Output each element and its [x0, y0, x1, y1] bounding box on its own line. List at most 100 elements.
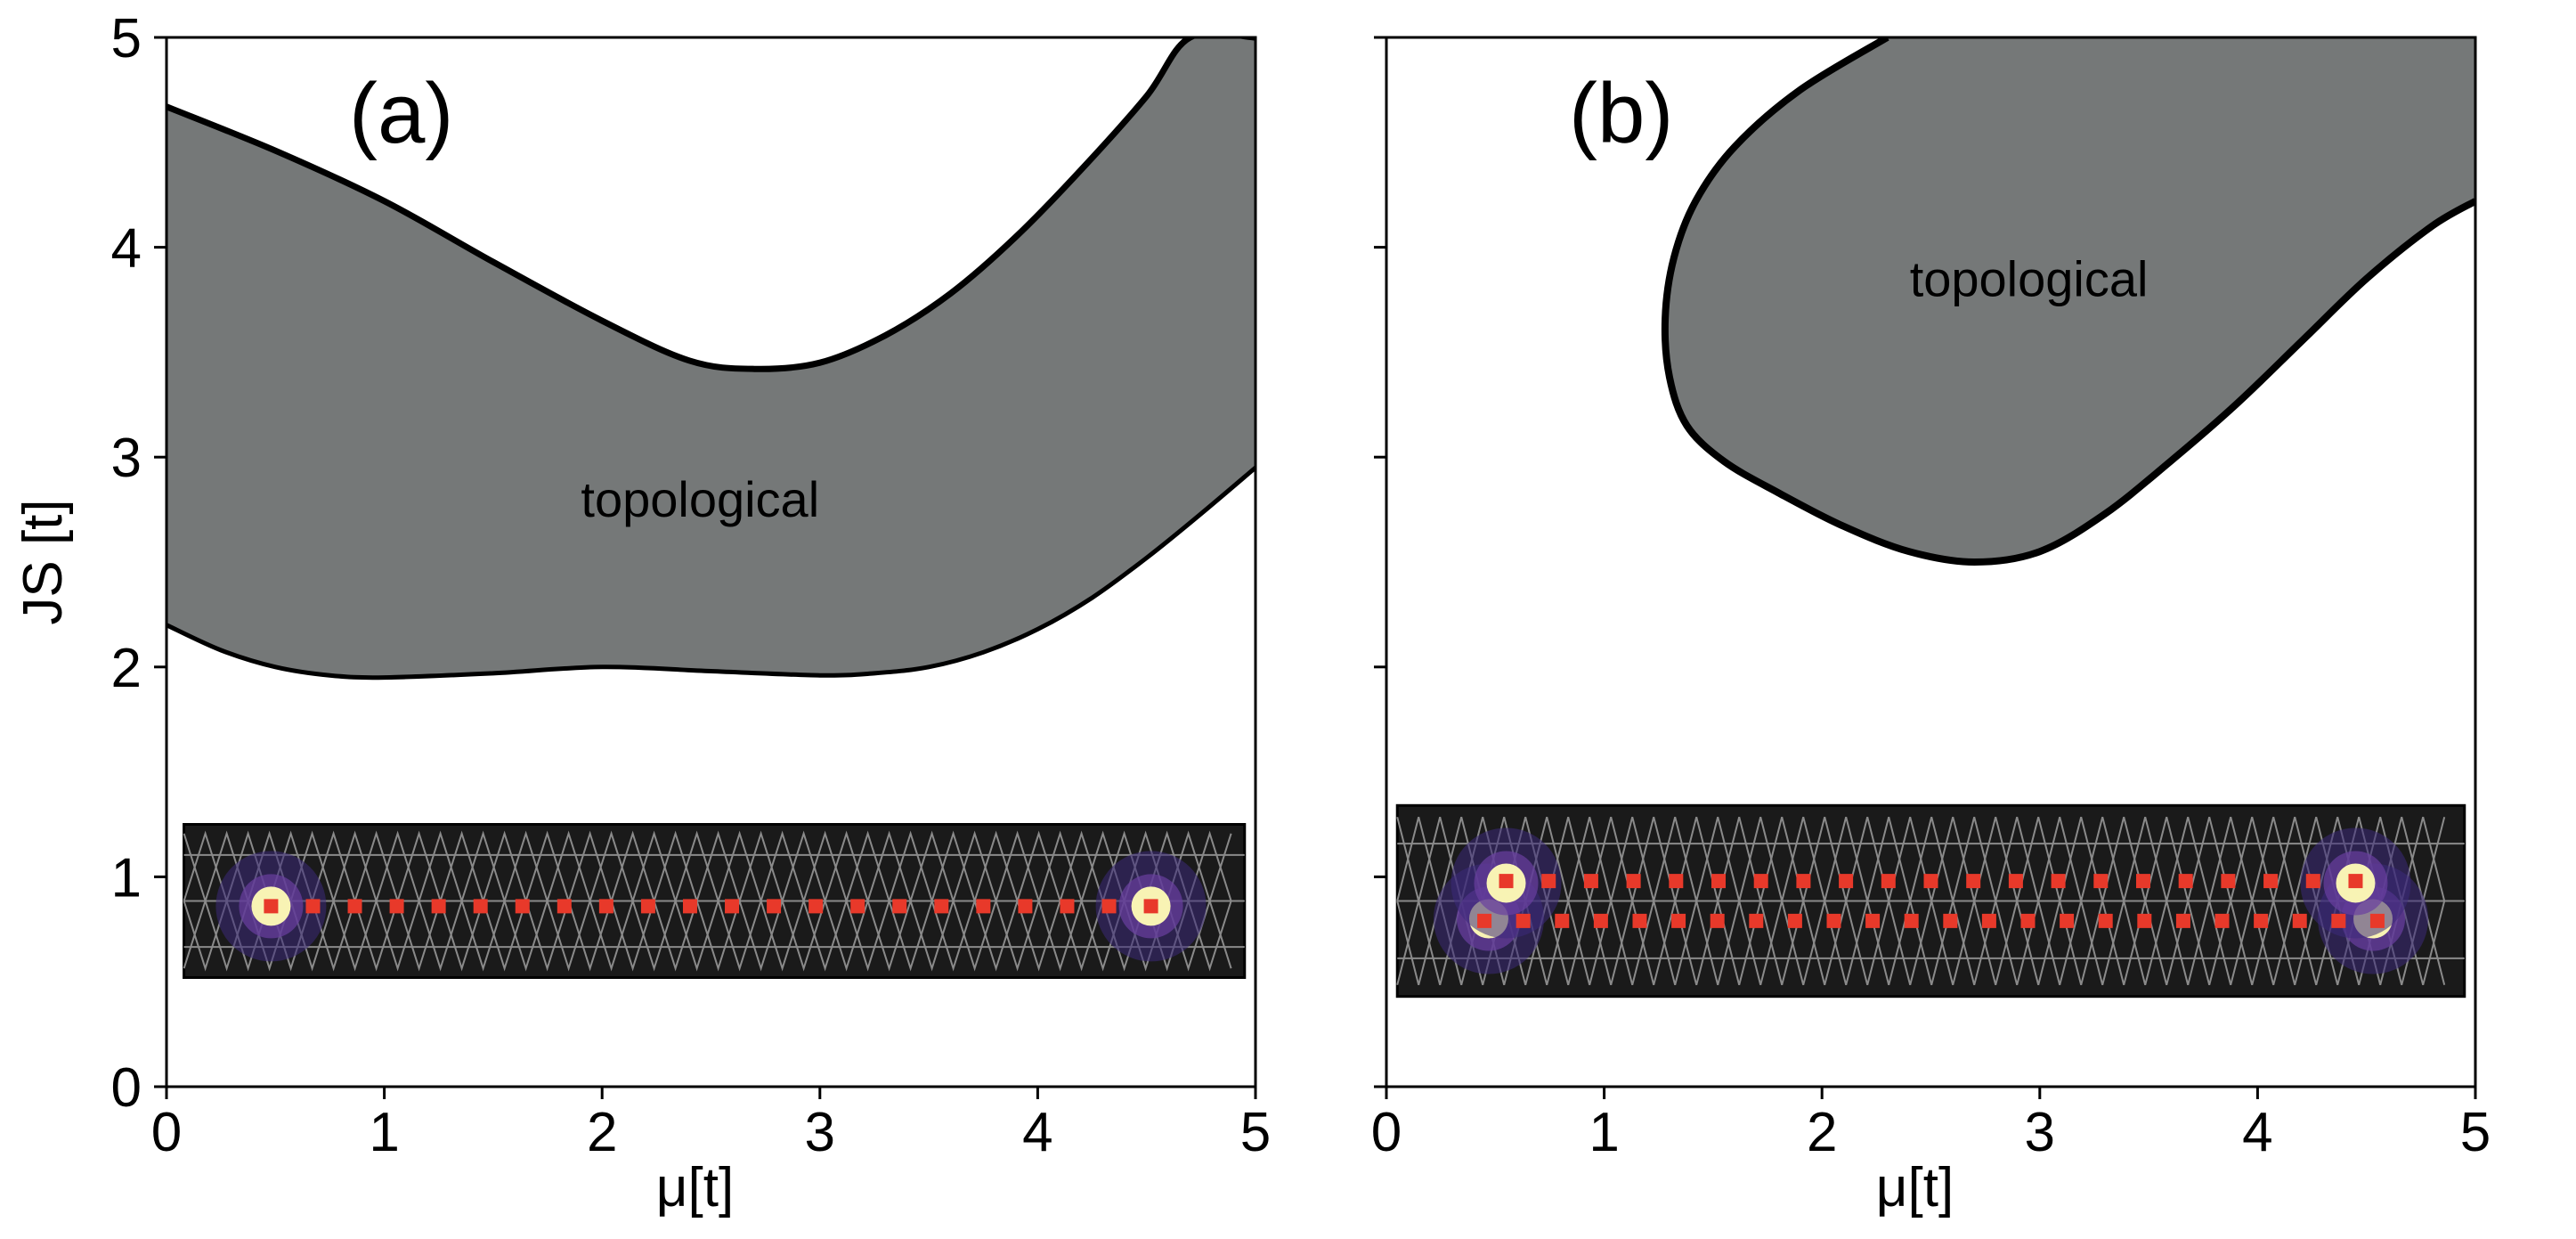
- chain-site: [2008, 874, 2023, 889]
- chain-site: [1943, 913, 1958, 928]
- lattice-inset: [1395, 803, 2466, 999]
- plot-area: [1395, 37, 2475, 999]
- chain-site: [850, 899, 865, 914]
- x-tick-label: 2: [587, 1102, 617, 1163]
- chain-site: [1060, 899, 1075, 914]
- chain-site: [809, 899, 824, 914]
- lattice-zigzag: [1396, 901, 2446, 986]
- lattice-zigzag: [183, 898, 1232, 972]
- chain-site: [1753, 874, 1768, 889]
- chain-site: [2137, 913, 2152, 928]
- chain-site: [389, 899, 404, 914]
- chain-site: [1541, 874, 1556, 889]
- panel-label: (a): [349, 66, 453, 161]
- chain-site: [557, 899, 572, 914]
- chain-site: [2178, 874, 2193, 889]
- phase-boundary: [1661, 37, 2475, 567]
- chain-site: [347, 899, 362, 914]
- x-tick-label: 1: [369, 1102, 399, 1163]
- chain-site: [264, 899, 279, 914]
- chain-site: [934, 899, 949, 914]
- chain-site: [640, 899, 655, 914]
- chain-site: [976, 899, 991, 914]
- chain-site: [2098, 913, 2113, 928]
- y-tick-label: 3: [111, 428, 142, 489]
- chain-site: [1583, 874, 1598, 889]
- y-tick-label: 4: [111, 218, 142, 280]
- chain-site: [1626, 874, 1641, 889]
- chain-site: [1018, 899, 1033, 914]
- chain-site: [1516, 913, 1531, 928]
- x-tick-label: 5: [2460, 1102, 2491, 1163]
- chain-site: [1749, 913, 1764, 928]
- chain-site: [1787, 913, 1802, 928]
- chain-site: [2020, 913, 2036, 928]
- lattice-zigzag: [1396, 816, 2446, 901]
- x-tick-label: 4: [1022, 1102, 1052, 1163]
- y-axis-label: JS [t]: [12, 499, 74, 624]
- lower-phase-boundary: [167, 466, 1255, 681]
- chain-site: [1904, 913, 1919, 928]
- chain-site: [515, 899, 530, 914]
- chain-site: [1499, 874, 1514, 889]
- chain-site: [1796, 874, 1811, 889]
- x-tick-label: 3: [2025, 1102, 2055, 1163]
- axes-frame: [1385, 36, 2477, 1088]
- chain-site: [1555, 913, 1570, 928]
- upper-phase-boundary: [167, 37, 1255, 372]
- chain-site: [1966, 874, 1981, 889]
- chain-site: [682, 899, 697, 914]
- chain-site: [2051, 874, 2066, 889]
- chain-site: [2331, 913, 2346, 928]
- panel-b: topological 0 1 2 3 4 5 μ[t] (b): [1371, 36, 2491, 1219]
- y-tick-label: 1: [111, 847, 142, 909]
- chain-site: [1839, 874, 1854, 889]
- chain-site: [1826, 913, 1841, 928]
- region-label: topological: [581, 471, 819, 527]
- x-tick-label: 2: [1807, 1102, 1837, 1163]
- topological-region: [167, 37, 1255, 678]
- chain-site: [1711, 874, 1727, 889]
- chain-site: [598, 899, 614, 914]
- chain-site: [2369, 913, 2385, 928]
- chain-site: [2254, 913, 2269, 928]
- chain-site: [2135, 874, 2150, 889]
- panel-label: (b): [1569, 66, 1673, 161]
- chain-site: [2305, 874, 2320, 889]
- y-tick-label: 0: [111, 1057, 142, 1119]
- lattice-inset: [183, 823, 1247, 979]
- chain-site: [1881, 874, 1896, 889]
- chain-site: [1669, 874, 1684, 889]
- chain-site: [2093, 874, 2109, 889]
- x-tick-label: 5: [1240, 1102, 1271, 1163]
- chain-site: [2263, 874, 2279, 889]
- y-tick-label: 5: [111, 8, 142, 69]
- x-axis-label: μ[t]: [1876, 1157, 1954, 1219]
- plot-area: [167, 37, 1255, 979]
- chain-site: [1671, 913, 1686, 928]
- chain-site: [1923, 874, 1938, 889]
- x-tick-label: 0: [1371, 1102, 1402, 1163]
- lattice-zigzag: [183, 830, 1232, 904]
- panel-a: topological 0 1 2 3 4 5 0 1 2 3 4 5 μ[t] JS [t] (a): [12, 8, 1271, 1219]
- chain-site: [2348, 874, 2363, 889]
- region-label: topological: [1910, 250, 2149, 306]
- chain-site: [473, 899, 488, 914]
- chain-site: [2175, 913, 2190, 928]
- chain-site: [1477, 913, 1492, 928]
- chain-site: [2214, 913, 2230, 928]
- x-tick-label: 3: [805, 1102, 835, 1163]
- chain-site: [431, 899, 446, 914]
- chain-site: [2221, 874, 2236, 889]
- chain-site: [2292, 913, 2307, 928]
- chain-site: [1865, 913, 1881, 928]
- y-tick-label: 2: [111, 638, 142, 699]
- chain-site: [767, 899, 782, 914]
- topological-region: [1664, 37, 2475, 562]
- x-tick-label: 1: [1589, 1102, 1619, 1163]
- chain-site: [1632, 913, 1647, 928]
- chain-site: [305, 899, 321, 914]
- chain-site: [725, 899, 740, 914]
- chain-site: [1710, 913, 1725, 928]
